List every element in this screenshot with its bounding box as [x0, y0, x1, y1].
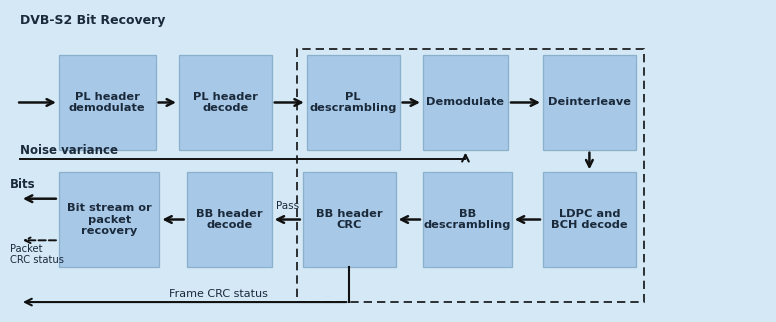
- FancyBboxPatch shape: [178, 55, 272, 150]
- FancyBboxPatch shape: [59, 55, 156, 150]
- FancyBboxPatch shape: [423, 55, 508, 150]
- Text: Noise variance: Noise variance: [20, 144, 118, 157]
- FancyBboxPatch shape: [423, 172, 512, 267]
- Text: Deinterleave: Deinterleave: [548, 98, 631, 108]
- Text: PL
descrambling: PL descrambling: [310, 92, 397, 113]
- Text: BB header
CRC: BB header CRC: [316, 209, 383, 230]
- FancyBboxPatch shape: [307, 55, 400, 150]
- FancyBboxPatch shape: [303, 172, 396, 267]
- Text: BB header
decode: BB header decode: [196, 209, 262, 230]
- FancyBboxPatch shape: [186, 172, 272, 267]
- FancyBboxPatch shape: [59, 172, 160, 267]
- FancyBboxPatch shape: [543, 172, 636, 267]
- Text: DVB-S2 Bit Recovery: DVB-S2 Bit Recovery: [20, 14, 165, 26]
- Text: Bit stream or
packet
recovery: Bit stream or packet recovery: [67, 203, 151, 236]
- Text: Bits: Bits: [10, 178, 36, 191]
- Text: BB
descrambling: BB descrambling: [424, 209, 511, 230]
- Text: Frame CRC status: Frame CRC status: [169, 289, 268, 299]
- Text: Pass: Pass: [275, 202, 299, 212]
- Text: PL header
decode: PL header decode: [193, 92, 258, 113]
- Text: Packet
CRC status: Packet CRC status: [10, 243, 64, 265]
- Text: LDPC and
BCH decode: LDPC and BCH decode: [551, 209, 628, 230]
- Text: PL header
demodulate: PL header demodulate: [69, 92, 146, 113]
- FancyBboxPatch shape: [543, 55, 636, 150]
- Text: Demodulate: Demodulate: [427, 98, 504, 108]
